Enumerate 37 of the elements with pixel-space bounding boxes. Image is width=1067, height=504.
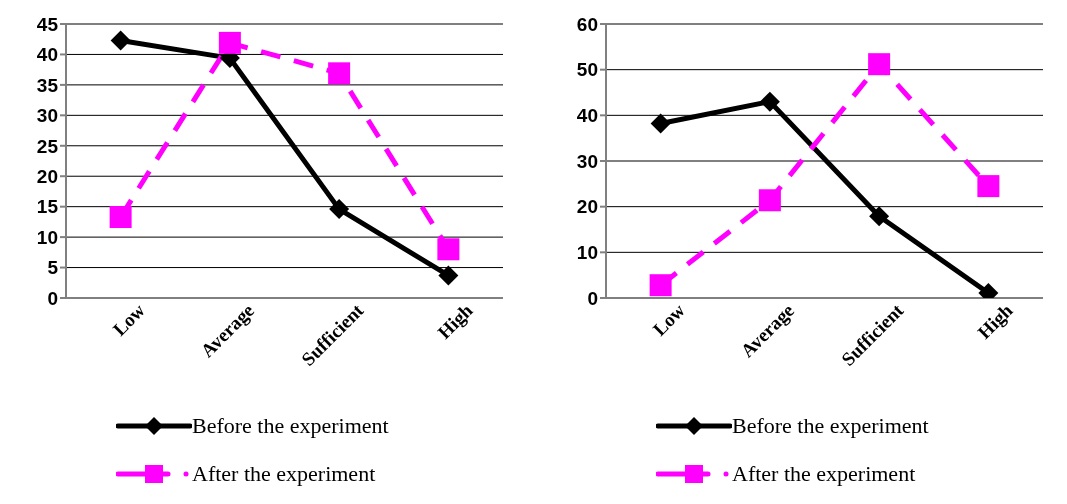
y-tick-label: 0 [47,287,58,309]
y-tick-label: 10 [36,226,58,248]
point [218,31,241,54]
y-tick-label: 5 [47,257,59,279]
y-tick-label: 20 [576,196,598,218]
y-tick-label: 30 [36,105,58,127]
point [869,206,890,227]
point [868,53,891,76]
y-tick-label: 60 [576,13,598,35]
x-tick-label: Low [108,299,150,340]
y-tick-label: 40 [36,44,58,66]
legend-label: After the experiment [192,461,376,487]
legend-label: Before the experiment [192,413,389,439]
point [759,91,780,112]
point [650,113,671,134]
y-tick-label: 40 [576,105,598,127]
point [329,199,350,220]
point [758,189,781,212]
y-tick-label: 30 [576,150,598,172]
point [110,30,131,51]
y-tick-label: 10 [576,242,598,264]
y-tick-label: 15 [36,196,59,218]
point [977,175,1000,198]
point [649,274,672,297]
y-tick-label: 0 [587,287,598,309]
point [328,62,351,85]
legend-label: After the experiment [732,461,916,487]
y-tick-label: 50 [576,59,598,81]
y-tick-label: 35 [36,74,59,96]
point [438,265,459,286]
x-tick-label: Low [648,299,690,340]
y-tick-label: 25 [36,135,59,157]
legend-label: Before the experiment [732,413,929,439]
y-tick-label: 20 [36,165,58,187]
y-tick-label: 45 [36,13,59,35]
point [437,238,460,261]
point [109,206,132,229]
